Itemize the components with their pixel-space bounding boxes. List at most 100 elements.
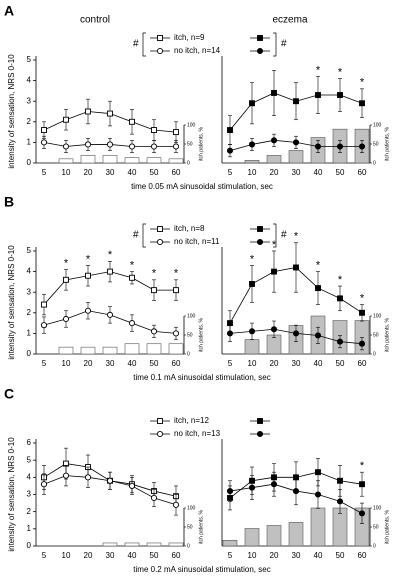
legend-label: no itch, n=13 (174, 429, 221, 438)
marker (129, 118, 135, 125)
y-axis-label: intensity of sensation, NRS 0-10 (7, 437, 16, 552)
significance-mark: # (281, 230, 287, 241)
x-tick-label: 40 (128, 168, 137, 177)
y-tick-label: 0 (27, 541, 32, 550)
marker (226, 147, 234, 154)
bar (80, 155, 96, 164)
x-tick-label: 50 (150, 551, 159, 560)
marker (106, 141, 114, 148)
legend-bracket (142, 32, 146, 57)
x-tick-label: 10 (62, 168, 71, 177)
significance-star: * (360, 77, 365, 89)
y-tick-label: 4 (27, 472, 32, 481)
x-tick-label: 30 (106, 168, 115, 177)
bar (124, 157, 140, 164)
significance-star: * (108, 249, 113, 261)
marker (156, 238, 164, 246)
subplot-title: control (80, 15, 110, 26)
significance-star: * (152, 268, 157, 280)
significance-star: * (360, 460, 365, 472)
marker (293, 98, 299, 105)
y2-tick-label: 0 (187, 351, 190, 357)
x-tick-label: 50 (150, 359, 159, 368)
y-tick-label: 0 (27, 158, 32, 167)
x-axis-label: time 0.1 mA sinusoidal stimulation, sec (133, 373, 270, 382)
marker (292, 330, 300, 337)
marker (85, 272, 91, 279)
y2-tick-label: 50 (373, 332, 379, 338)
y-tick-label: 1 (27, 329, 32, 338)
y-tick-label: 2 (27, 117, 32, 126)
marker (337, 295, 343, 302)
marker (358, 143, 366, 150)
legend-label: no itch, n=11 (174, 237, 220, 246)
marker (41, 301, 47, 308)
x-tick-label: 50 (336, 551, 345, 560)
marker (62, 472, 70, 479)
bar (244, 339, 260, 355)
marker (248, 484, 256, 491)
marker (358, 510, 366, 517)
y-tick-label: 2 (27, 507, 32, 516)
marker (129, 274, 135, 281)
marker (257, 226, 263, 232)
marker (173, 287, 179, 294)
marker (151, 127, 157, 133)
significance-mark: # (133, 39, 139, 50)
x-tick-label: 5 (42, 551, 47, 560)
significance-star: * (360, 292, 365, 304)
y2-axis-label: itch patients, % (198, 126, 204, 160)
marker (358, 340, 366, 347)
y-axis-label: intensity of sensation, NRS 0-10 (7, 245, 16, 360)
bar (124, 542, 140, 547)
y2-tick-label: 0 (373, 543, 376, 549)
marker (314, 491, 322, 498)
marker (150, 328, 158, 335)
marker (270, 481, 278, 488)
x-axis-label: time 0.05 mA sinusoidal stimulation, sec (131, 182, 273, 191)
x-tick-label: 60 (358, 168, 367, 177)
x-tick-label: 20 (270, 168, 279, 177)
x-axis-label: time 0.2 mA sinusoidal stimulation, sec (133, 565, 270, 574)
marker (151, 287, 157, 294)
bar (310, 507, 326, 547)
panel-letter: A (4, 3, 14, 19)
marker (156, 47, 164, 55)
y2-tick-label: 100 (187, 122, 196, 128)
y-tick-label: 0 (27, 349, 32, 358)
bar (168, 158, 184, 164)
marker (85, 108, 91, 115)
marker (257, 418, 263, 424)
x-tick-label: 20 (270, 359, 279, 368)
significance-mark: # (133, 230, 139, 241)
bar (146, 157, 162, 164)
bar (266, 155, 282, 164)
marker (128, 143, 136, 150)
marker (359, 481, 365, 488)
x-tick-label: 30 (106, 551, 115, 560)
marker (106, 311, 114, 318)
marker (106, 477, 114, 484)
x-tick-label: 20 (84, 551, 93, 560)
marker (107, 110, 113, 117)
marker (249, 281, 255, 287)
legend-label: no itch, n=14 (174, 46, 221, 55)
y-tick-label: 4 (27, 76, 32, 85)
marker (336, 338, 344, 345)
marker (62, 143, 70, 150)
bar (58, 346, 74, 355)
significance-star: * (86, 253, 91, 265)
bar (80, 346, 96, 355)
x-tick-label: 30 (106, 359, 115, 368)
significance-star: * (294, 231, 299, 243)
marker (128, 482, 136, 489)
y2-tick-label: 100 (187, 313, 196, 319)
marker (336, 498, 344, 505)
marker (150, 143, 158, 150)
y-tick-label: 5 (27, 55, 32, 64)
significance-mark: # (281, 39, 287, 50)
x-tick-label: 5 (228, 168, 233, 177)
marker (336, 143, 344, 150)
legend-label: itch, n=9 (174, 33, 205, 42)
